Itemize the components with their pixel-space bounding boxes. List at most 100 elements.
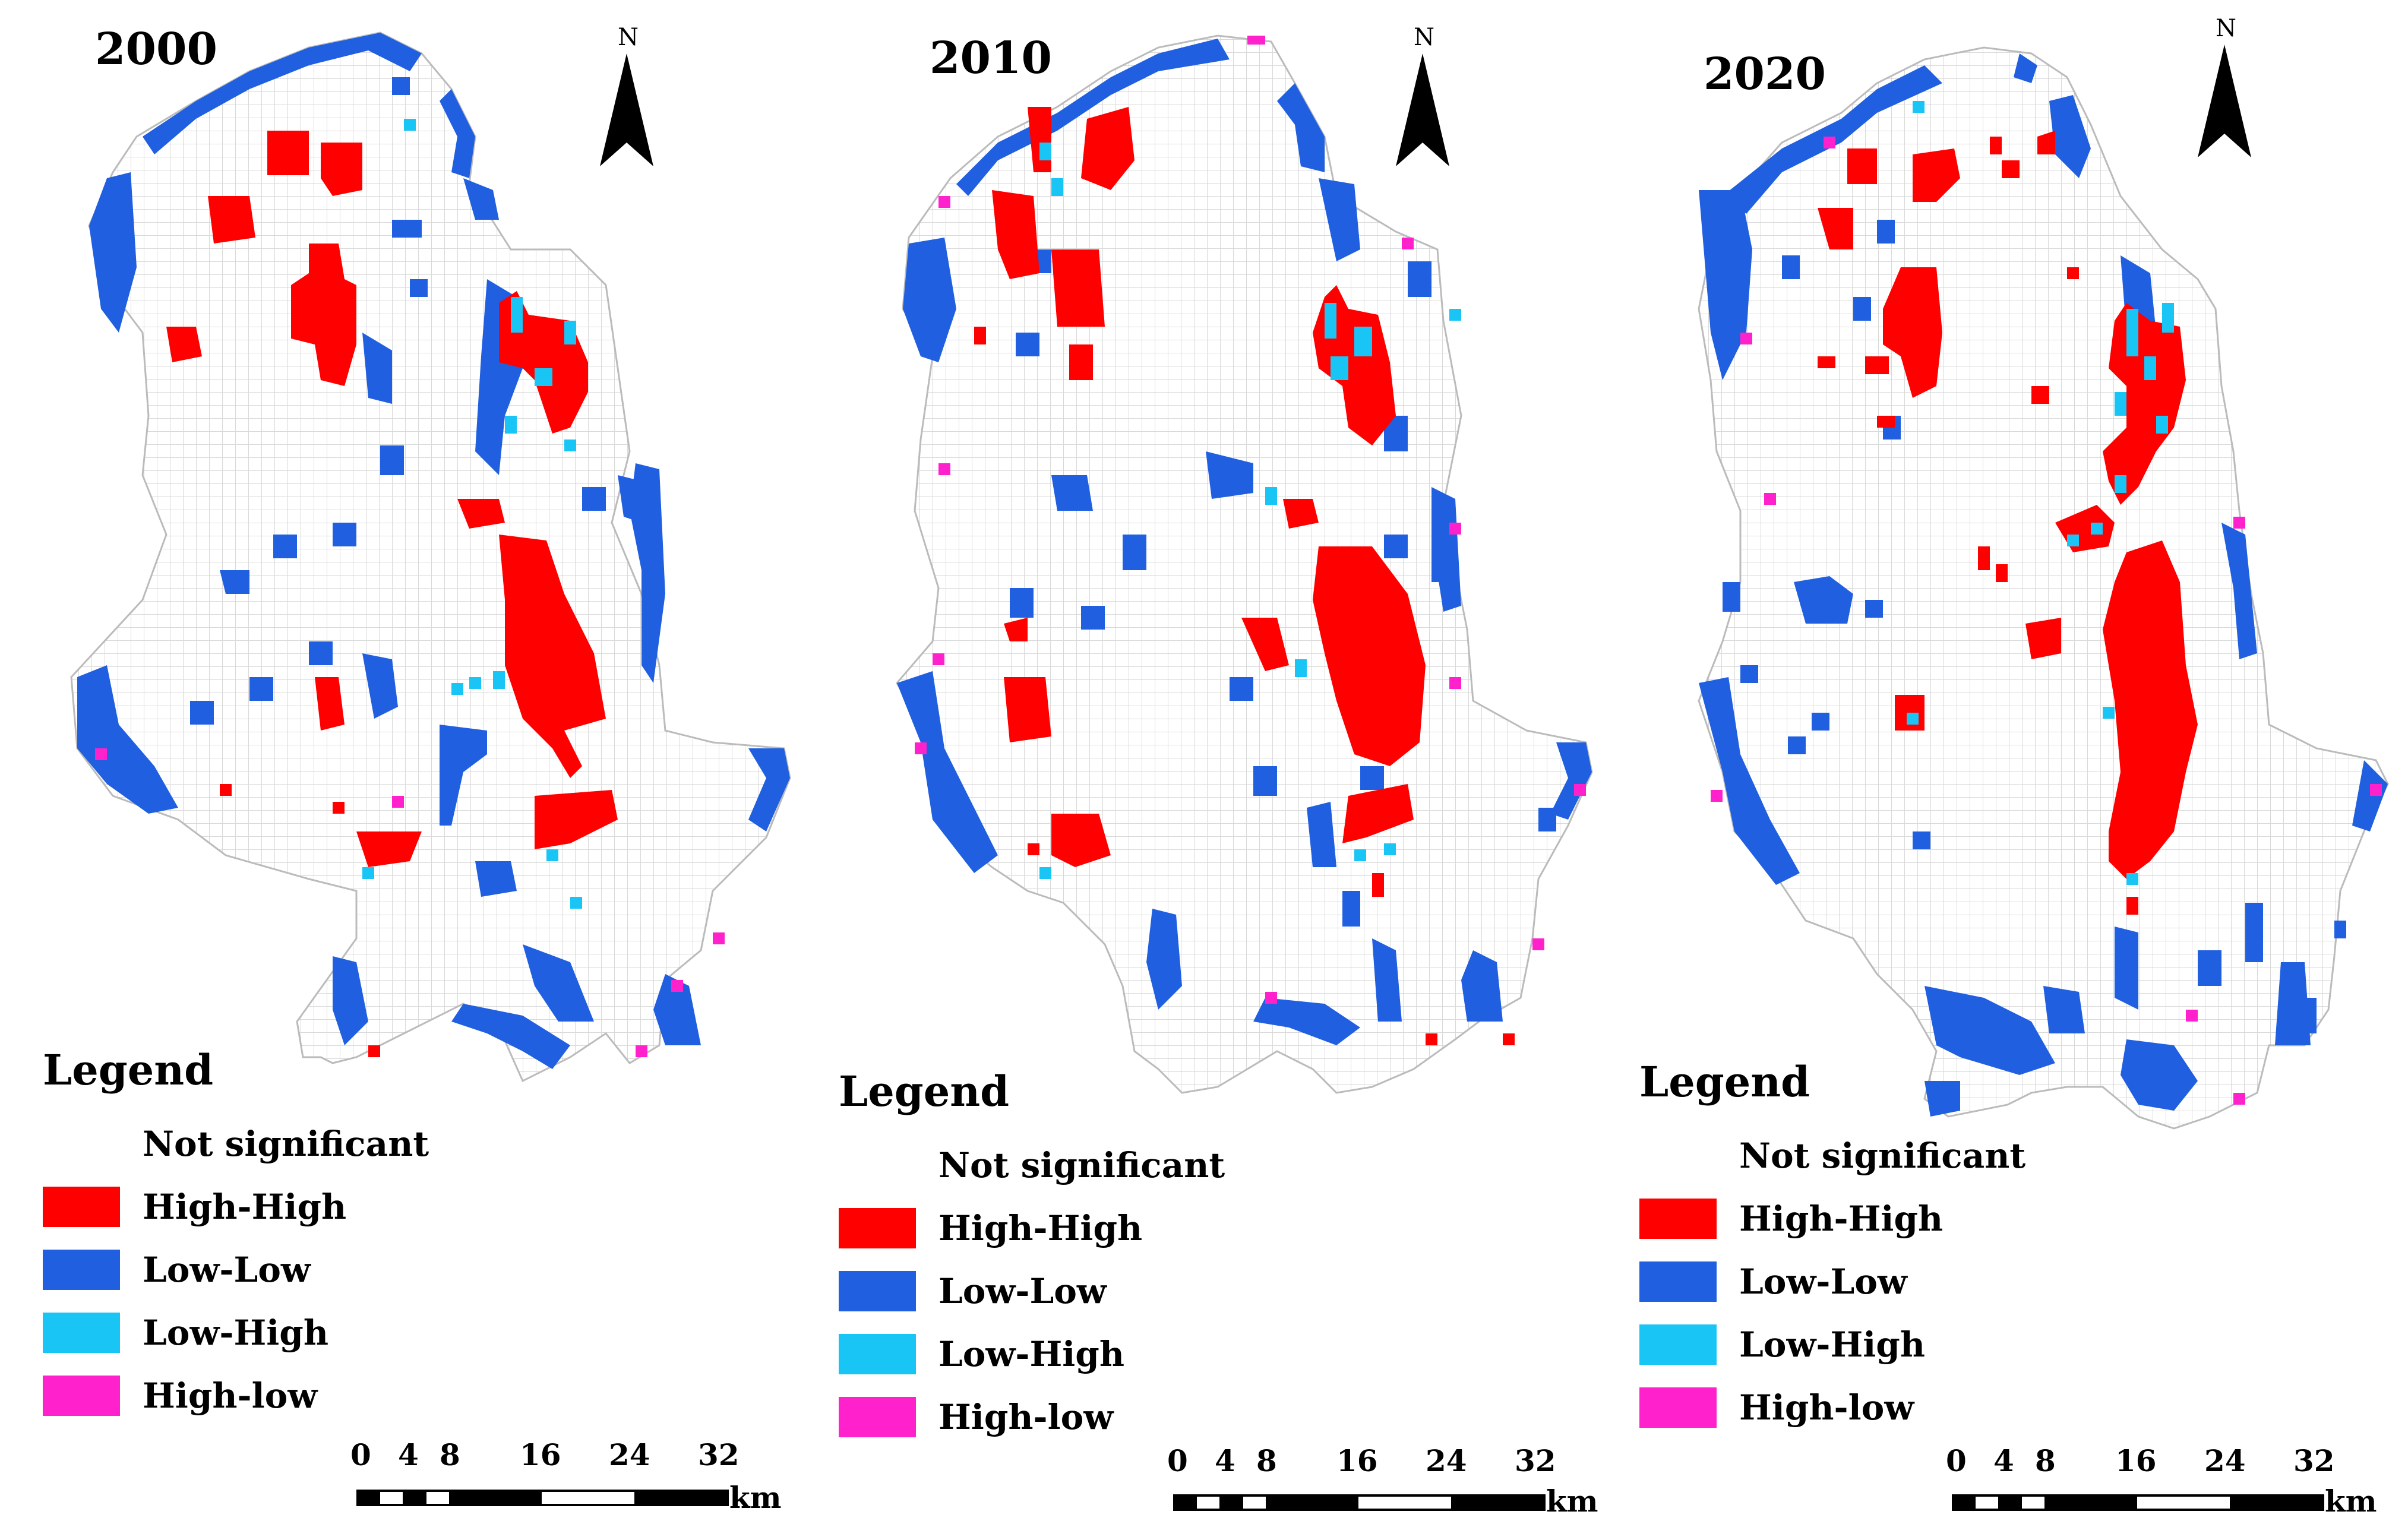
legend-swatch xyxy=(839,1208,916,1248)
legend-item-not-significant: Not significant xyxy=(43,1123,429,1165)
low-low-clusters xyxy=(77,33,790,1069)
scale-bar: 0 4 8 16 24 32 km xyxy=(1946,1443,2385,1520)
scale-tick-label: 0 xyxy=(350,1437,371,1472)
legend-item-high-high: High-High xyxy=(839,1207,1142,1250)
legend-swatch xyxy=(839,1145,916,1185)
scale-tick-label: 32 xyxy=(1515,1443,1556,1478)
low-low-clusters xyxy=(897,39,1592,1045)
legend-label: Not significant xyxy=(1739,1136,2026,1176)
legend-label: High-low xyxy=(143,1376,318,1416)
scale-tick-label: 0 xyxy=(1946,1443,1967,1478)
low-high-clusters xyxy=(1039,143,1461,879)
scale-tick-label: 24 xyxy=(1426,1443,1467,1478)
legend-title: Legend xyxy=(1639,1057,1810,1106)
scale-unit: km xyxy=(729,1480,782,1515)
legend-label: Low-Low xyxy=(143,1250,311,1290)
scale-tick-label: 16 xyxy=(2115,1443,2157,1478)
legend-label: High-High xyxy=(1739,1199,1944,1239)
scale-tick-label: 8 xyxy=(1256,1443,1277,1478)
legend-swatch xyxy=(1639,1261,1717,1302)
legend-label: Not significant xyxy=(938,1145,1225,1185)
legend-label: High-low xyxy=(938,1397,1114,1437)
north-arrow-icon xyxy=(2198,45,2251,157)
legend-item-not-significant: Not significant xyxy=(839,1144,1225,1187)
legend-item-low-high: Low-High xyxy=(839,1333,1124,1376)
legend-label: High-High xyxy=(938,1208,1143,1248)
legend-item-low-high: Low-High xyxy=(1639,1323,1925,1366)
high-low-clusters xyxy=(95,748,725,1057)
legend-item-high-low: High-low xyxy=(839,1396,1113,1438)
legend-swatch xyxy=(43,1250,120,1290)
legend-label: Low-High xyxy=(1739,1324,1926,1365)
scale-tick-label: 8 xyxy=(440,1437,460,1472)
north-arrow: N xyxy=(594,24,659,166)
legend-swatch xyxy=(43,1124,120,1164)
high-low-clusters xyxy=(1711,137,2382,1105)
scale-tick-label: 4 xyxy=(398,1437,419,1472)
scale-tick-label: 4 xyxy=(1993,1443,2014,1478)
low-high-clusters xyxy=(362,119,582,909)
legend-item-high-low: High-low xyxy=(43,1374,317,1417)
legend-label: Not significant xyxy=(143,1124,429,1164)
scale-tick-label: 0 xyxy=(1167,1443,1188,1478)
high-high-clusters xyxy=(1818,131,2198,915)
map-year-title: 2000 xyxy=(95,24,217,75)
scale-tick-label: 8 xyxy=(2035,1443,2056,1478)
north-arrow: N xyxy=(2192,15,2257,157)
legend-swatch xyxy=(43,1376,120,1416)
legend-swatch xyxy=(1639,1324,1717,1365)
scale-bar: 0 4 8 16 24 32 km xyxy=(350,1437,790,1520)
scale-tick-label: 4 xyxy=(1215,1443,1235,1478)
north-arrow: N xyxy=(1390,24,1455,166)
map-panel-2000: 2000 N Legend Not significant High-High … xyxy=(0,0,802,1524)
north-label: N xyxy=(618,24,639,51)
legend-swatch xyxy=(1639,1387,1717,1428)
scale-tick-label: 24 xyxy=(2204,1443,2246,1478)
lisa-cluster-map-2020 xyxy=(1698,46,2389,1130)
legend-swatch xyxy=(839,1334,916,1374)
legend-label: Low-High xyxy=(938,1334,1125,1374)
low-high-clusters xyxy=(1907,101,2174,885)
high-high-clusters xyxy=(166,131,618,1057)
legend-swatch xyxy=(43,1313,120,1353)
map-year-title: 2010 xyxy=(930,33,1052,84)
legend-item-low-high: Low-High xyxy=(43,1311,328,1354)
map-year-title: 2020 xyxy=(1704,49,1826,100)
north-label: N xyxy=(2216,15,2236,42)
legend-item-high-high: High-High xyxy=(1639,1197,1943,1240)
scale-bar: 0 4 8 16 24 32 km xyxy=(1167,1443,1598,1520)
legend-label: High-High xyxy=(143,1187,347,1227)
legend-label: Low-Low xyxy=(1739,1261,1907,1302)
scale-bar-graphic xyxy=(1952,1494,2324,1511)
north-label: N xyxy=(1414,24,1434,51)
legend-swatch xyxy=(43,1187,120,1227)
legend-label: Low-High xyxy=(143,1313,329,1353)
north-arrow-icon xyxy=(600,53,653,166)
legend-swatch xyxy=(1639,1199,1717,1239)
scale-tick-label: 16 xyxy=(1336,1443,1378,1478)
study-area-outline xyxy=(70,31,791,1083)
legend-title: Legend xyxy=(43,1045,214,1095)
scale-tick-label: 32 xyxy=(2293,1443,2335,1478)
scale-unit: km xyxy=(2325,1484,2377,1519)
legend-item-low-low: Low-Low xyxy=(43,1248,311,1291)
north-arrow-icon xyxy=(1396,53,1449,166)
scale-bar-graphic xyxy=(356,1490,729,1506)
scale-unit: km xyxy=(1546,1484,1598,1519)
legend-item-low-low: Low-Low xyxy=(839,1270,1107,1313)
legend-item-high-high: High-High xyxy=(43,1185,346,1228)
high-low-clusters xyxy=(915,36,1586,1004)
legend-title: Legend xyxy=(839,1067,1010,1116)
legend-swatch xyxy=(839,1397,916,1437)
legend-swatch xyxy=(839,1271,916,1311)
map-panel-2020: 2020 N Legend Not significant High-High … xyxy=(1604,0,2408,1524)
legend-item-low-low: Low-Low xyxy=(1639,1260,1907,1303)
legend-label: High-low xyxy=(1739,1387,1914,1428)
legend-item-high-low: High-low xyxy=(1639,1386,1914,1429)
map-panel-2010: 2010 N Legend Not significant High-High … xyxy=(802,0,1604,1524)
scale-tick-label: 16 xyxy=(520,1437,561,1472)
legend-label: Low-Low xyxy=(938,1271,1107,1311)
scale-tick-label: 24 xyxy=(609,1437,650,1472)
legend-item-not-significant: Not significant xyxy=(1639,1134,2025,1177)
legend-swatch xyxy=(1639,1136,1717,1176)
